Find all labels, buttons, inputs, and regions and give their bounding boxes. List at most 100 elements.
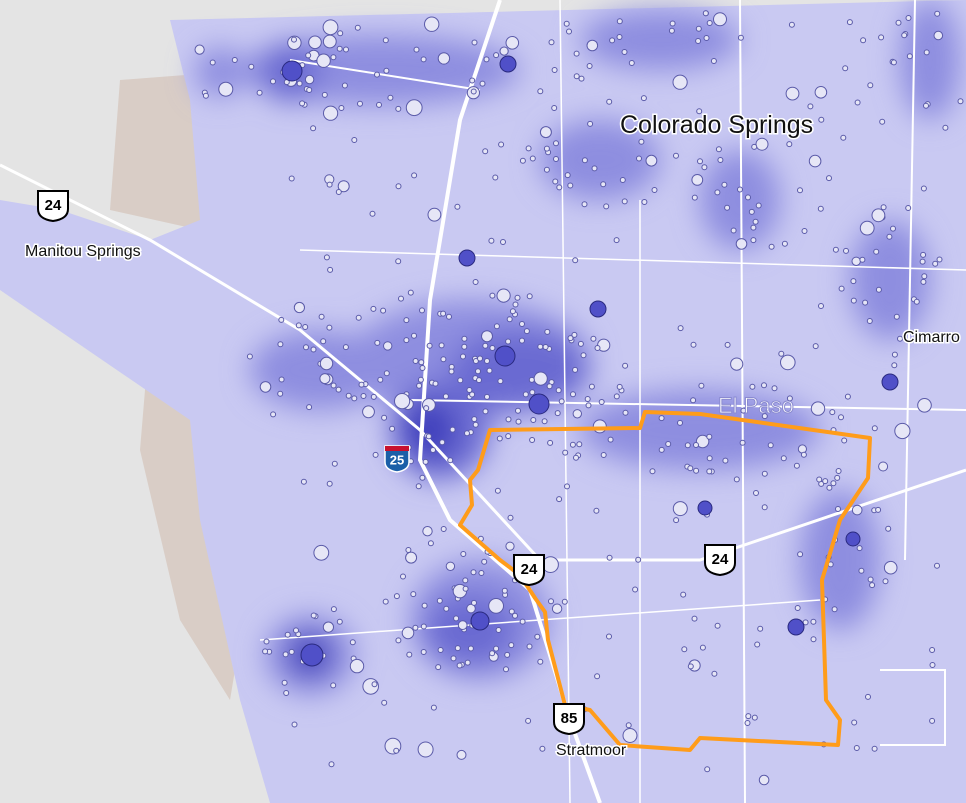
point-marker: [715, 146, 722, 153]
point-marker: [810, 401, 826, 416]
point-marker: [481, 330, 493, 343]
point-marker: [761, 504, 768, 511]
point-marker: [349, 658, 365, 674]
point-marker: [893, 313, 900, 320]
point-marker: [345, 392, 352, 399]
point-marker: [476, 377, 482, 384]
point-marker: [822, 478, 829, 485]
point-marker: [330, 682, 337, 689]
point-marker: [567, 182, 574, 189]
point-marker: [548, 598, 554, 605]
point-marker: [457, 377, 464, 384]
point-marker: [509, 308, 516, 315]
point-marker: [880, 204, 887, 211]
point-marker: [519, 618, 526, 625]
point-marker: [936, 256, 943, 263]
point-marker: [781, 240, 788, 247]
point-marker: [293, 627, 299, 634]
point-marker: [420, 623, 427, 630]
point-marker: [403, 317, 410, 324]
us-shield: 85: [553, 703, 585, 736]
point-marker: [933, 30, 944, 41]
point-marker: [322, 19, 339, 36]
point-marker: [641, 199, 648, 205]
point-marker: [481, 558, 488, 565]
point-marker: [420, 56, 427, 63]
point-marker: [319, 356, 334, 371]
point-marker: [564, 483, 570, 490]
point-marker: [442, 393, 449, 400]
point-marker: [330, 606, 337, 613]
point-marker: [489, 292, 496, 299]
point-marker: [607, 436, 614, 443]
shield-label: 24: [45, 197, 62, 214]
point-marker: [493, 52, 500, 59]
point-marker: [826, 175, 832, 182]
point-marker: [600, 452, 607, 458]
point-marker: [929, 662, 936, 668]
point-marker: [470, 88, 477, 95]
point-marker: [684, 442, 691, 449]
point-marker: [360, 393, 367, 399]
point-marker: [724, 341, 731, 348]
point-marker: [422, 526, 433, 537]
point-marker: [246, 353, 253, 360]
point-marker: [530, 417, 537, 423]
point-marker: [810, 618, 817, 625]
point-marker: [873, 248, 880, 255]
point-marker: [381, 414, 388, 421]
point-marker: [537, 88, 544, 95]
point-marker: [505, 36, 520, 50]
point-marker: [878, 461, 889, 472]
heat-cluster: [700, 150, 780, 250]
city-label: Colorado Springs: [620, 111, 813, 139]
point-marker: [336, 45, 343, 52]
point-marker: [482, 148, 489, 155]
point-marker: [435, 664, 442, 671]
point-marker: [519, 337, 525, 344]
point-marker: [616, 34, 623, 40]
point-marker: [374, 339, 381, 346]
point-marker: [920, 185, 927, 192]
point-marker: [395, 258, 402, 265]
point-marker: [320, 338, 327, 345]
point-marker: [351, 137, 358, 143]
point-marker: [835, 468, 842, 474]
point-marker: [300, 643, 324, 667]
heat-cluster: [540, 120, 660, 200]
point-marker: [503, 666, 509, 673]
point-marker: [483, 56, 490, 63]
point-marker: [786, 395, 793, 402]
point-marker: [835, 506, 841, 512]
point-marker: [310, 612, 317, 619]
point-marker: [616, 18, 623, 25]
point-marker: [505, 433, 512, 440]
point-marker: [628, 60, 635, 66]
point-marker: [291, 36, 297, 43]
point-marker: [505, 416, 512, 423]
city-label: Manitou Springs: [25, 243, 141, 260]
point-marker: [553, 156, 559, 162]
point-marker: [733, 476, 740, 483]
point-marker: [767, 442, 774, 449]
us-shield: 24: [37, 190, 69, 223]
point-marker: [349, 639, 356, 646]
point-marker: [830, 480, 837, 487]
point-marker: [711, 670, 718, 677]
point-marker: [573, 73, 580, 80]
point-marker: [891, 351, 898, 358]
point-marker: [787, 618, 805, 636]
point-marker: [281, 60, 303, 82]
point-marker: [299, 100, 306, 107]
point-marker: [231, 57, 238, 63]
point-marker: [303, 344, 309, 351]
point-marker: [445, 561, 456, 571]
point-marker: [464, 430, 470, 437]
point-marker: [389, 425, 396, 432]
point-marker: [800, 451, 807, 458]
point-marker: [421, 602, 428, 609]
point-marker: [572, 409, 582, 419]
point-marker: [883, 560, 898, 575]
point-marker: [443, 605, 450, 612]
